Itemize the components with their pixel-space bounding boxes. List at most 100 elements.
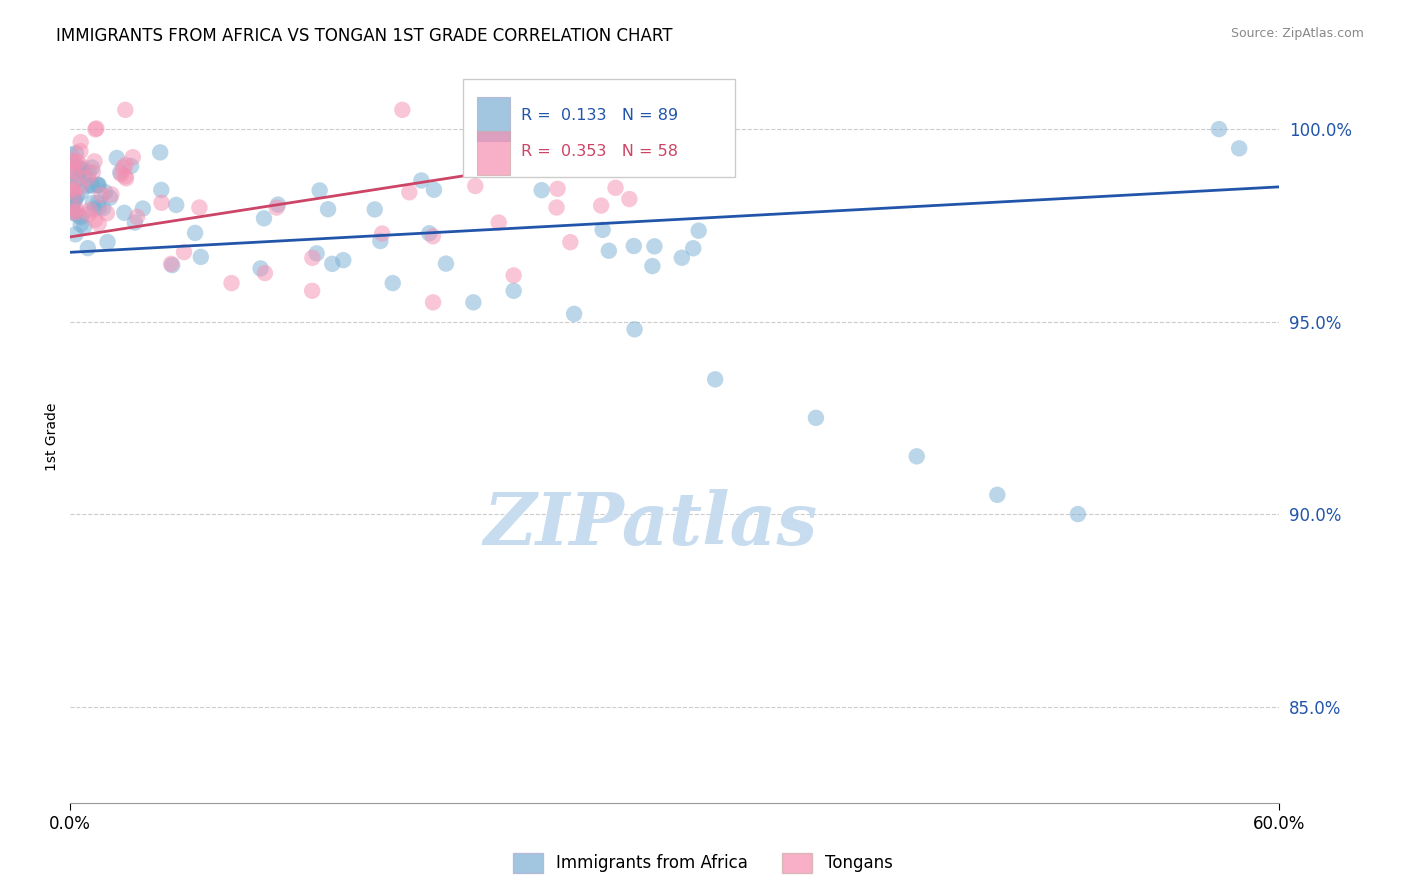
Point bbox=[114, 169, 136, 184]
Point bbox=[547, 182, 569, 196]
Point bbox=[69, 218, 91, 232]
Point bbox=[1227, 141, 1250, 155]
Point bbox=[96, 206, 118, 220]
Text: Source: ZipAtlas.com: Source: ZipAtlas.com bbox=[1230, 27, 1364, 40]
Point bbox=[70, 185, 93, 199]
Point bbox=[73, 168, 96, 182]
Point bbox=[62, 205, 84, 219]
Point bbox=[502, 268, 524, 283]
Point bbox=[114, 103, 136, 117]
Point bbox=[560, 235, 582, 249]
Point bbox=[87, 217, 110, 231]
Point bbox=[77, 207, 100, 221]
Point bbox=[381, 276, 404, 290]
Point bbox=[423, 183, 446, 197]
Point bbox=[321, 257, 343, 271]
Point bbox=[100, 187, 122, 202]
Y-axis label: 1st Grade: 1st Grade bbox=[45, 403, 59, 471]
Point bbox=[165, 198, 187, 212]
Point bbox=[434, 257, 457, 271]
Point bbox=[60, 182, 83, 196]
Point bbox=[66, 171, 89, 186]
Point bbox=[464, 179, 486, 194]
Point bbox=[69, 161, 91, 176]
Point bbox=[422, 229, 444, 244]
FancyBboxPatch shape bbox=[477, 131, 510, 175]
Point bbox=[80, 178, 103, 192]
Point bbox=[623, 322, 645, 336]
Point bbox=[605, 181, 627, 195]
Point bbox=[86, 178, 108, 192]
Text: R =  0.133   N = 89: R = 0.133 N = 89 bbox=[522, 108, 679, 123]
Point bbox=[70, 210, 93, 224]
Point bbox=[62, 165, 84, 179]
Text: R =  0.353   N = 58: R = 0.353 N = 58 bbox=[522, 145, 678, 160]
Point bbox=[65, 202, 87, 216]
Point bbox=[115, 171, 138, 186]
Point bbox=[132, 202, 155, 216]
Point bbox=[619, 192, 641, 206]
Point bbox=[124, 216, 146, 230]
Point bbox=[82, 178, 104, 193]
Point bbox=[546, 201, 568, 215]
Point bbox=[502, 284, 524, 298]
Point bbox=[60, 153, 83, 167]
Point bbox=[370, 234, 392, 248]
Point bbox=[83, 202, 105, 216]
Point bbox=[598, 244, 620, 258]
Point bbox=[422, 295, 444, 310]
Point bbox=[112, 161, 135, 175]
Point bbox=[221, 276, 243, 290]
Point bbox=[623, 239, 645, 253]
Point bbox=[804, 410, 827, 425]
Point bbox=[69, 135, 91, 149]
Point bbox=[463, 295, 485, 310]
Point bbox=[253, 266, 276, 280]
Point bbox=[398, 186, 420, 200]
Point bbox=[90, 188, 112, 202]
Point bbox=[87, 178, 110, 193]
Point bbox=[121, 150, 143, 164]
Point bbox=[110, 165, 132, 179]
Point bbox=[150, 195, 173, 210]
Point bbox=[87, 195, 110, 210]
Point bbox=[301, 251, 323, 265]
Point bbox=[82, 161, 104, 175]
Point bbox=[63, 165, 86, 179]
Point bbox=[62, 182, 84, 196]
Legend: Immigrants from Africa, Tongans: Immigrants from Africa, Tongans bbox=[506, 847, 900, 880]
Text: ZIPatlas: ZIPatlas bbox=[484, 490, 818, 560]
Point bbox=[682, 241, 704, 255]
Point bbox=[65, 160, 87, 174]
Point bbox=[83, 154, 105, 169]
Point bbox=[98, 191, 121, 205]
Point bbox=[94, 185, 117, 199]
Point bbox=[160, 257, 183, 271]
Point bbox=[120, 159, 142, 173]
Point bbox=[65, 207, 87, 221]
Point bbox=[67, 210, 90, 224]
FancyBboxPatch shape bbox=[464, 78, 735, 178]
Point bbox=[86, 121, 108, 136]
Point bbox=[641, 259, 664, 273]
Point bbox=[150, 183, 173, 197]
Point bbox=[96, 235, 118, 249]
Point bbox=[66, 154, 89, 169]
Point bbox=[91, 201, 114, 215]
Point bbox=[69, 179, 91, 194]
Point bbox=[112, 206, 135, 220]
Point bbox=[82, 195, 104, 210]
Point bbox=[63, 194, 86, 208]
Point bbox=[84, 212, 107, 227]
Point bbox=[391, 103, 413, 117]
Point bbox=[1208, 122, 1230, 136]
Point bbox=[643, 239, 665, 253]
Text: IMMIGRANTS FROM AFRICA VS TONGAN 1ST GRADE CORRELATION CHART: IMMIGRANTS FROM AFRICA VS TONGAN 1ST GRA… bbox=[56, 27, 672, 45]
Point bbox=[60, 147, 83, 161]
Point bbox=[76, 178, 98, 193]
Point bbox=[82, 165, 104, 179]
Point bbox=[592, 223, 614, 237]
Point bbox=[60, 205, 83, 219]
Point bbox=[188, 201, 211, 215]
Point bbox=[704, 372, 727, 386]
